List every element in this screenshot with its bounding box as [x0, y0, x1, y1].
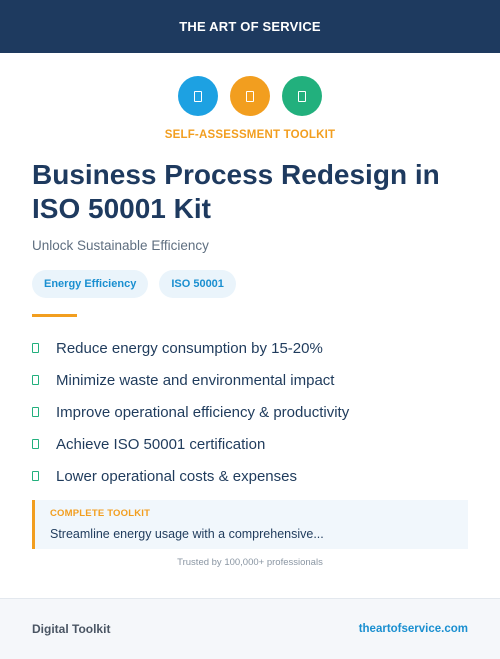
tag-iso-50001: ISO 50001: [159, 270, 236, 298]
toolkit-callout: COMPLETE TOOLKIT Streamline energy usage…: [32, 500, 468, 549]
orange-circle-icon: [230, 76, 270, 116]
check-icon: [32, 343, 39, 353]
page-title: Business Process Redesign in ISO 50001 K…: [32, 159, 440, 224]
tag-list: Energy Efficiency ISO 50001: [32, 270, 236, 298]
brand-name: THE ART OF SERVICE: [179, 19, 321, 34]
website-link[interactable]: theartofservice.com: [358, 623, 468, 635]
benefit-text: Reduce energy consumption by 15-20%: [56, 339, 323, 357]
header-bar: THE ART OF SERVICE: [0, 0, 500, 53]
list-item: Minimize waste and environmental impact: [32, 364, 472, 396]
footer: Digital Toolkit theartofservice.com: [0, 598, 500, 659]
list-item: Reduce energy consumption by 15-20%: [32, 332, 472, 364]
kicker-label: SELF-ASSESSMENT TOOLKIT: [164, 129, 336, 141]
check-icon: [32, 407, 39, 417]
benefit-text: Minimize waste and environmental impact: [56, 371, 335, 389]
blue-circle-icon: [178, 76, 218, 116]
benefit-text: Improve operational efficiency & product…: [56, 403, 350, 421]
check-icon: [32, 375, 39, 385]
subtitle: Unlock Sustainable Efficiency: [32, 238, 209, 253]
tag-energy-efficiency: Energy Efficiency: [32, 270, 149, 298]
callout-label: COMPLETE TOOLKIT: [50, 508, 151, 519]
list-item: Improve operational efficiency & product…: [32, 396, 472, 428]
list-item: Achieve ISO 50001 certification: [32, 428, 472, 460]
check-icon: [32, 439, 39, 449]
callout-text: Streamline energy usage with a comprehen…: [50, 527, 324, 541]
benefit-text: Achieve ISO 50001 certification: [56, 435, 266, 453]
green-circle-icon: [282, 76, 322, 116]
benefit-text: Lower operational costs & expenses: [56, 467, 297, 485]
accent-divider: [32, 314, 77, 317]
check-icon: [32, 471, 39, 481]
icon-row: [0, 76, 500, 116]
footer-label: Digital Toolkit: [32, 622, 111, 636]
benefit-list: Reduce energy consumption by 15-20% Mini…: [32, 332, 472, 492]
list-item: Lower operational costs & expenses: [32, 460, 472, 492]
trust-note: Trusted by 100,000+ professionals: [177, 557, 323, 568]
